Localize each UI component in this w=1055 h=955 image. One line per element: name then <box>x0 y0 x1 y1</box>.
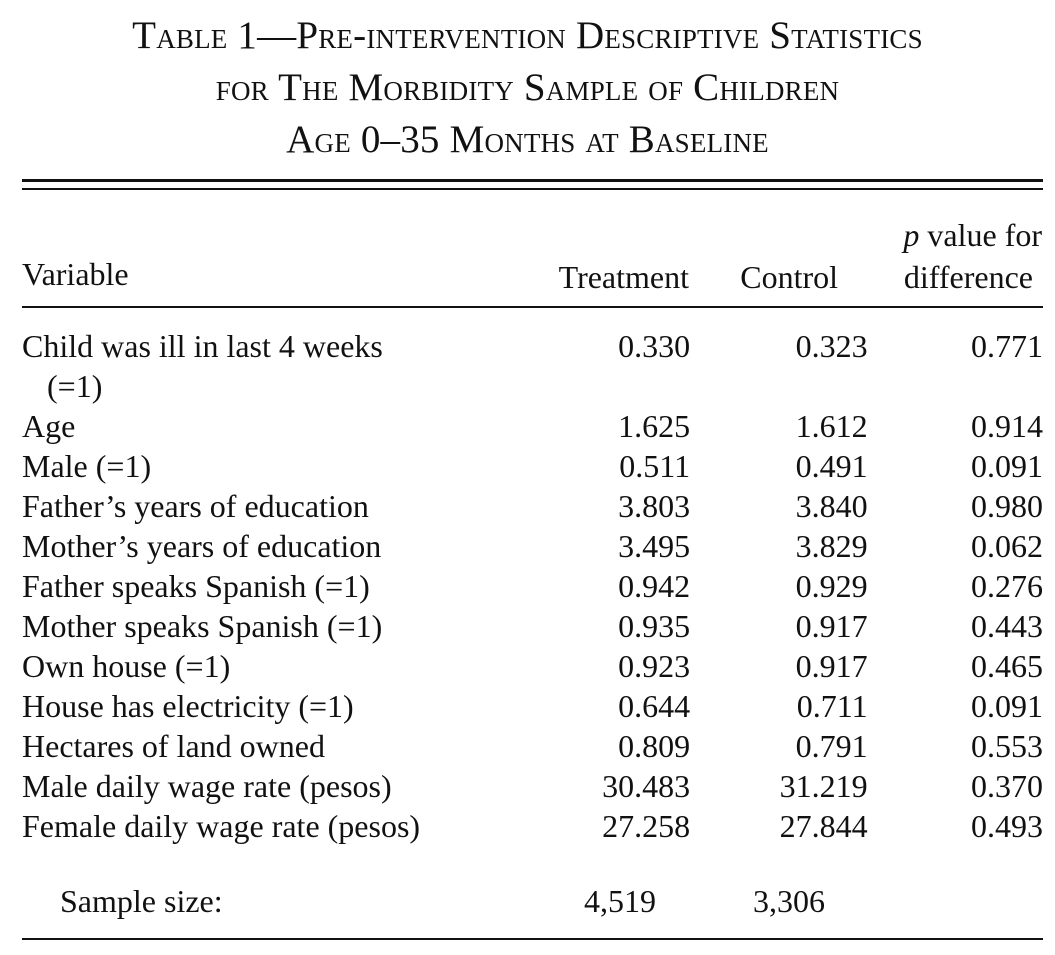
treatment-value: 0.923 <box>618 648 691 684</box>
sample-size-treatment: 4,519 <box>584 883 656 919</box>
control-value: 3.840 <box>795 488 868 524</box>
variable-label: Child was ill in last 4 weeks <box>22 328 383 364</box>
p-value: 0.443 <box>971 608 1043 644</box>
variable-cell: Mother speaks Spanish (=1) <box>22 606 544 646</box>
variable-cell: Male daily wage rate (pesos) <box>22 766 544 806</box>
variable-label: Mother’s years of education <box>22 528 382 564</box>
table-row: Male (=1) 0.511 0.491 0.091 <box>22 446 1043 486</box>
table-row: Hectares of land owned 0.809 0.791 0.553 <box>22 726 1043 766</box>
table-row: Female daily wage rate (pesos) 27.258 27.8… <box>22 806 1043 846</box>
variable-cell: Own house (=1) <box>22 646 544 686</box>
p-value: 0.771 <box>971 328 1043 364</box>
control-value: 0.323 <box>795 328 868 364</box>
variable-cell: Mother’s years of education <box>22 526 544 566</box>
variable-cell: Female daily wage rate (pesos) <box>22 806 544 846</box>
table-row: Child was ill in last 4 weeks (=1) 0.330 0.… <box>22 326 1043 406</box>
treatment-value: 3.495 <box>618 528 691 564</box>
control-value: 0.929 <box>795 568 868 604</box>
control-value: 0.917 <box>795 608 868 644</box>
table-row: Mother’s years of education 3.495 3.829 0.0… <box>22 526 1043 566</box>
table-row: Male daily wage rate (pesos) 30.483 31.219… <box>22 766 1043 806</box>
control-value: 31.219 <box>779 768 868 804</box>
table-row: Father speaks Spanish (=1) 0.942 0.929 0.27… <box>22 566 1043 606</box>
variable-label: Female daily wage rate (pesos) <box>22 808 421 844</box>
variable-label: Age <box>22 408 76 444</box>
header-pvalue-text: value for <box>919 217 1042 253</box>
p-value: 0.091 <box>971 448 1043 484</box>
control-value: 0.791 <box>795 728 868 764</box>
header-treatment: Treatment <box>558 259 689 295</box>
sample-size-control: 3,306 <box>753 883 825 919</box>
header-pvalue-line2: difference <box>903 259 1033 295</box>
table-row: House has electricity (=1) 0.644 0.711 0.09… <box>22 686 1043 726</box>
variable-cell: Child was ill in last 4 weeks (=1) <box>22 326 544 406</box>
control-value: 0.491 <box>795 448 868 484</box>
p-value: 0.493 <box>971 808 1043 844</box>
variable-cell: Hectares of land owned <box>22 726 544 766</box>
control-value: 27.844 <box>779 808 868 844</box>
variable-label-continuation: (=1) <box>47 368 103 404</box>
variable-cell: Male (=1) <box>22 446 544 486</box>
sample-size-label: Sample size: <box>60 883 223 919</box>
treatment-value: 0.330 <box>618 328 691 364</box>
variable-label: Father speaks Spanish (=1) <box>22 568 370 604</box>
control-value: 0.917 <box>795 648 868 684</box>
p-value: 0.465 <box>971 648 1043 684</box>
top-rule-thick <box>22 179 1043 182</box>
p-value: 0.062 <box>971 528 1043 564</box>
variable-label: Male daily wage rate (pesos) <box>22 768 392 804</box>
p-value: 0.914 <box>971 408 1043 444</box>
variable-cell: Father’s years of education <box>22 486 544 526</box>
top-rule-thin <box>22 188 1043 190</box>
variable-cell: House has electricity (=1) <box>22 686 544 726</box>
header-variable: Variable <box>22 256 129 292</box>
header-rule <box>22 306 1043 308</box>
table-row: Own house (=1) 0.923 0.917 0.465 <box>22 646 1043 686</box>
treatment-value: 27.258 <box>602 808 691 844</box>
statistics-table-body: Child was ill in last 4 weeks (=1) 0.330 0.… <box>22 326 1043 846</box>
p-value: 0.370 <box>971 768 1043 804</box>
caption-line-2: for The Morbidity Sample of Children <box>215 66 840 109</box>
treatment-value: 0.935 <box>618 608 691 644</box>
treatment-value: 0.644 <box>618 688 691 724</box>
variable-label: House has electricity (=1) <box>22 688 354 724</box>
header-control: Control <box>740 259 838 295</box>
control-value: 0.711 <box>796 688 868 724</box>
bottom-rule <box>22 938 1043 940</box>
table-row: Father’s years of education 3.803 3.840 0.9… <box>22 486 1043 526</box>
variable-label: Own house (=1) <box>22 648 231 684</box>
p-value: 0.553 <box>971 728 1043 764</box>
p-value: 0.980 <box>971 488 1043 524</box>
header-p-symbol: p <box>903 217 920 253</box>
variable-cell: Father speaks Spanish (=1) <box>22 566 544 606</box>
caption-line-1: Table 1—Pre-intervention Descriptive Sta… <box>132 14 923 57</box>
statistics-table: Child was ill in last 4 weeks (=1) 0.330 0.… <box>22 326 1043 846</box>
table-caption: Table 1—Pre-intervention Descriptive Sta… <box>0 10 1055 166</box>
treatment-value: 0.809 <box>618 728 691 764</box>
treatment-value: 0.942 <box>618 568 691 604</box>
treatment-value: 1.625 <box>618 408 691 444</box>
control-value: 1.612 <box>795 408 868 444</box>
variable-label: Male (=1) <box>22 448 152 484</box>
variable-label: Mother speaks Spanish (=1) <box>22 608 383 644</box>
table-row: Mother speaks Spanish (=1) 0.935 0.917 0.44… <box>22 606 1043 646</box>
variable-cell: Age <box>22 406 544 446</box>
caption-line-3: Age 0–35 Months at Baseline <box>286 118 769 161</box>
p-value: 0.091 <box>971 688 1043 724</box>
variable-label: Hectares of land owned <box>22 728 325 764</box>
treatment-value: 30.483 <box>602 768 691 804</box>
treatment-value: 0.511 <box>619 448 691 484</box>
header-pvalue-line1: p value for <box>903 216 1042 254</box>
variable-label: Father’s years of education <box>22 488 369 524</box>
p-value: 0.276 <box>971 568 1043 604</box>
control-value: 3.829 <box>795 528 868 564</box>
treatment-value: 3.803 <box>618 488 691 524</box>
table-row: Age 1.625 1.612 0.914 <box>22 406 1043 446</box>
